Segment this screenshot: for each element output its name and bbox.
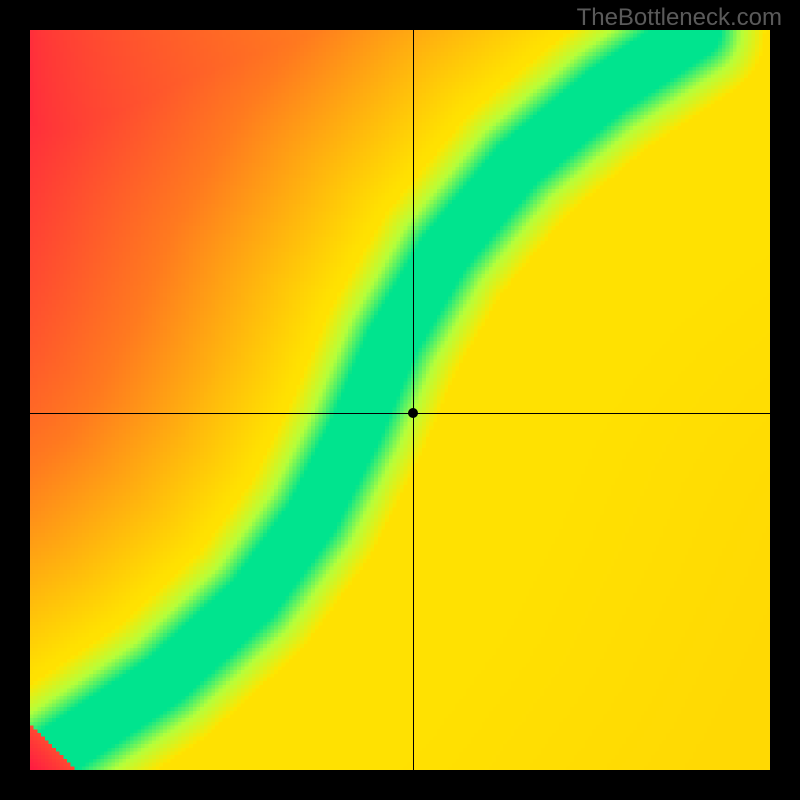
crosshair-horizontal: [30, 413, 770, 414]
chart-container: TheBottleneck.com: [0, 0, 800, 800]
plot-area: [30, 30, 770, 770]
crosshair-vertical: [413, 30, 414, 770]
watermark-text: TheBottleneck.com: [577, 4, 782, 32]
crosshair-marker: [408, 408, 418, 418]
heatmap-canvas: [30, 30, 770, 770]
